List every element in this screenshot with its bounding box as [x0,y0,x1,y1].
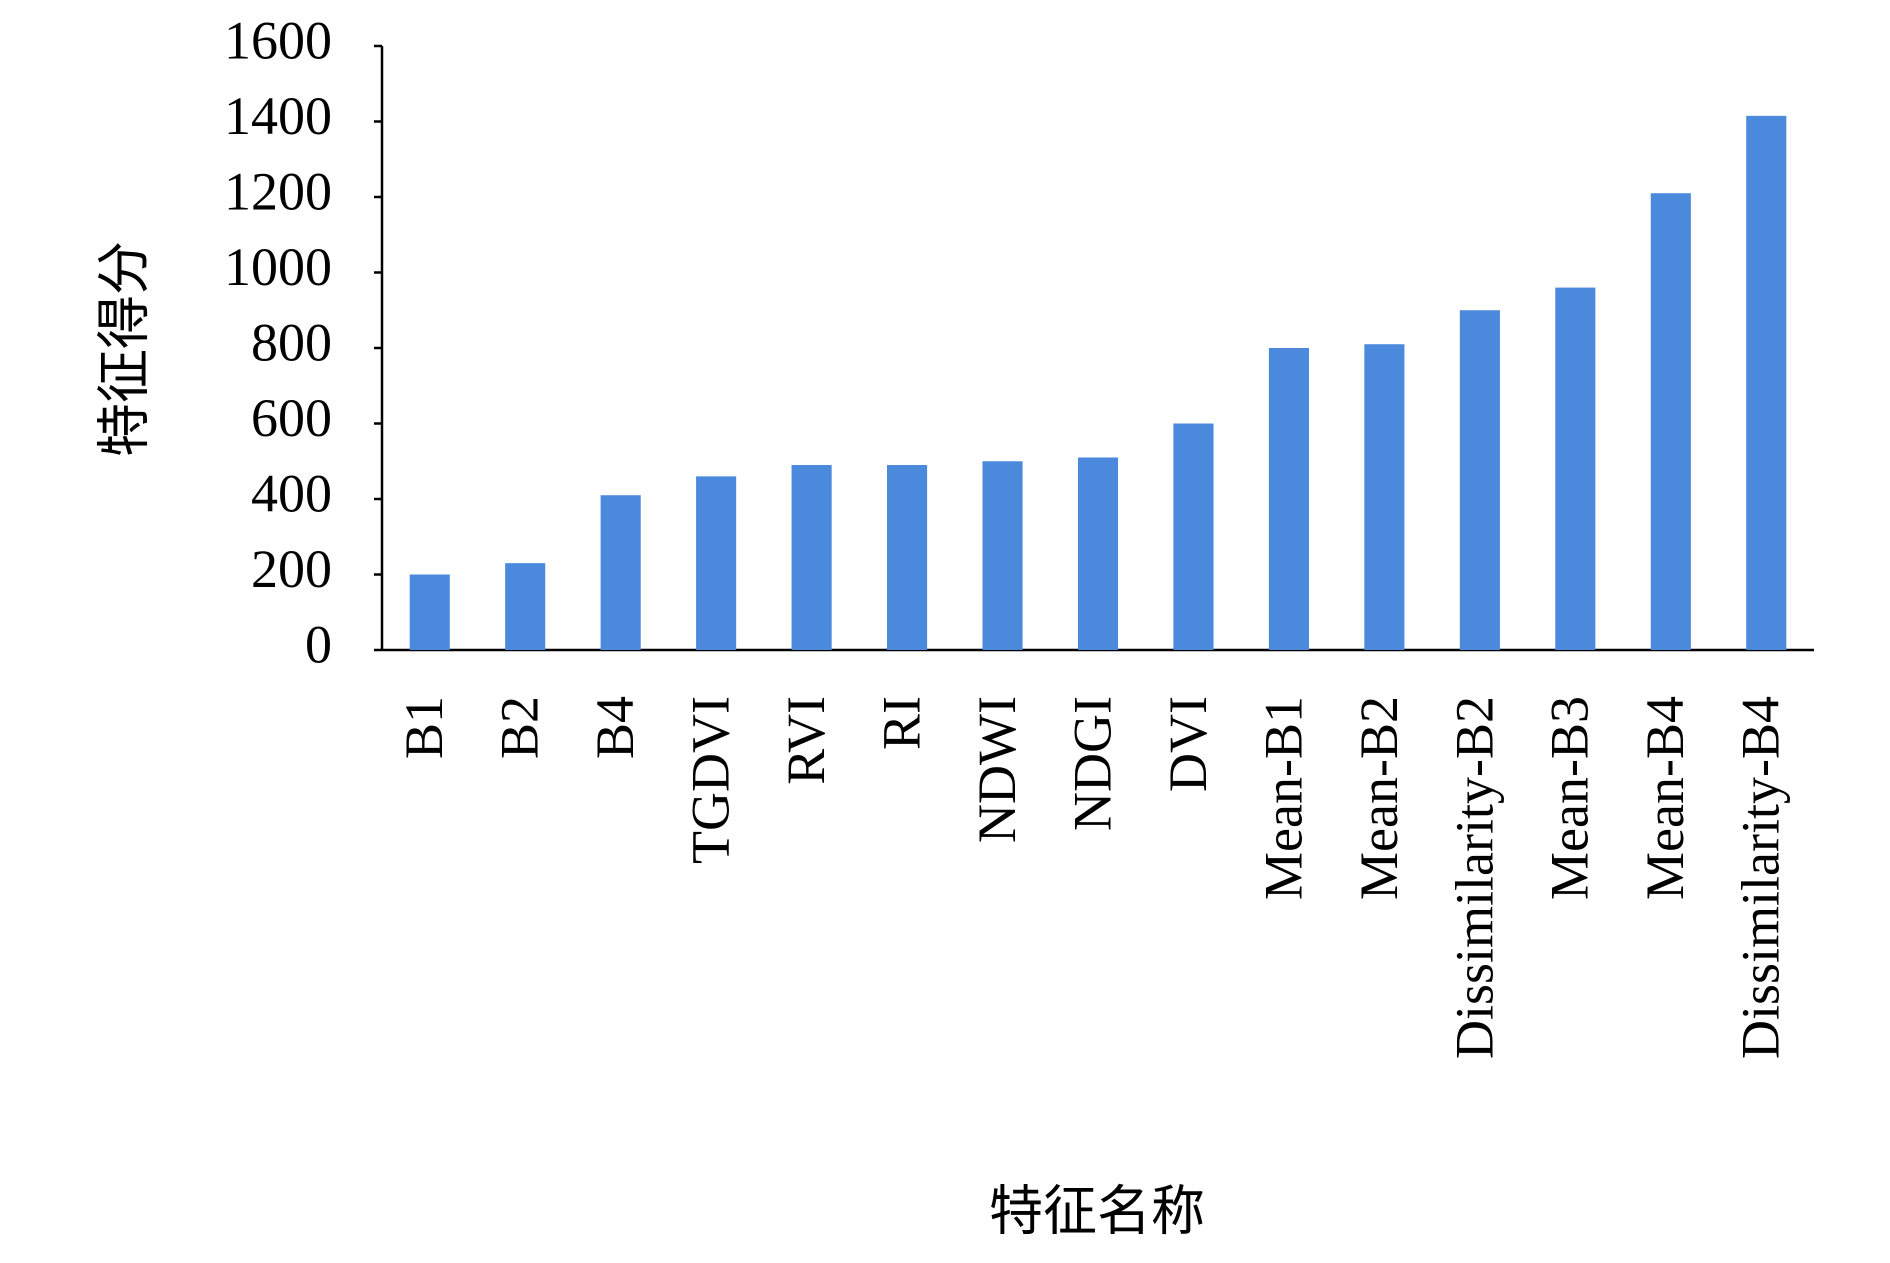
x-tick-label: RI [871,696,931,750]
x-tick-label: NDWI [967,696,1027,843]
bar [791,465,832,650]
y-tick-label: 1000 [224,237,332,297]
x-tick-label: Dissimilarity-B2 [1444,696,1504,1059]
y-axis-title: 特征得分 [94,241,154,457]
y-tick-label: 1200 [224,161,332,221]
x-tick-label: B2 [490,696,550,759]
bar [696,476,737,650]
y-tick-label: 0 [305,614,332,674]
y-tick-label: 1400 [224,86,332,146]
bar [600,495,641,650]
x-tick-label: Mean-B2 [1349,696,1409,900]
bar [982,461,1023,650]
x-tick-label: Mean-B4 [1635,696,1695,900]
x-tick-label: Dissimilarity-B4 [1731,696,1791,1059]
bar [1364,344,1405,650]
bar [1555,287,1596,650]
x-tick-label: NDGI [1062,696,1122,831]
y-tick-label: 800 [251,312,332,372]
bar [1459,310,1500,650]
x-tick-label: Mean-B1 [1253,696,1313,900]
x-tick-label: DVI [1158,696,1218,792]
x-tick-label: Mean-B3 [1540,696,1600,900]
y-tick-label: 600 [251,388,332,448]
y-tick-label: 400 [251,463,332,523]
bar [1650,193,1691,650]
y-tick-label: 1600 [224,10,332,70]
bar [409,574,450,650]
bar [1268,348,1309,650]
bar [887,465,928,650]
x-tick-label: B4 [585,696,645,759]
bar [1746,115,1787,650]
x-tick-label: B1 [394,696,454,759]
y-tick-label: 200 [251,539,332,599]
bar [505,563,546,650]
x-axis-title: 特征名称 [989,1181,1205,1241]
bar [1173,423,1214,650]
x-tick-label: TGDVI [681,696,741,864]
bar [1077,457,1119,650]
x-tick-label: RVI [776,696,836,785]
